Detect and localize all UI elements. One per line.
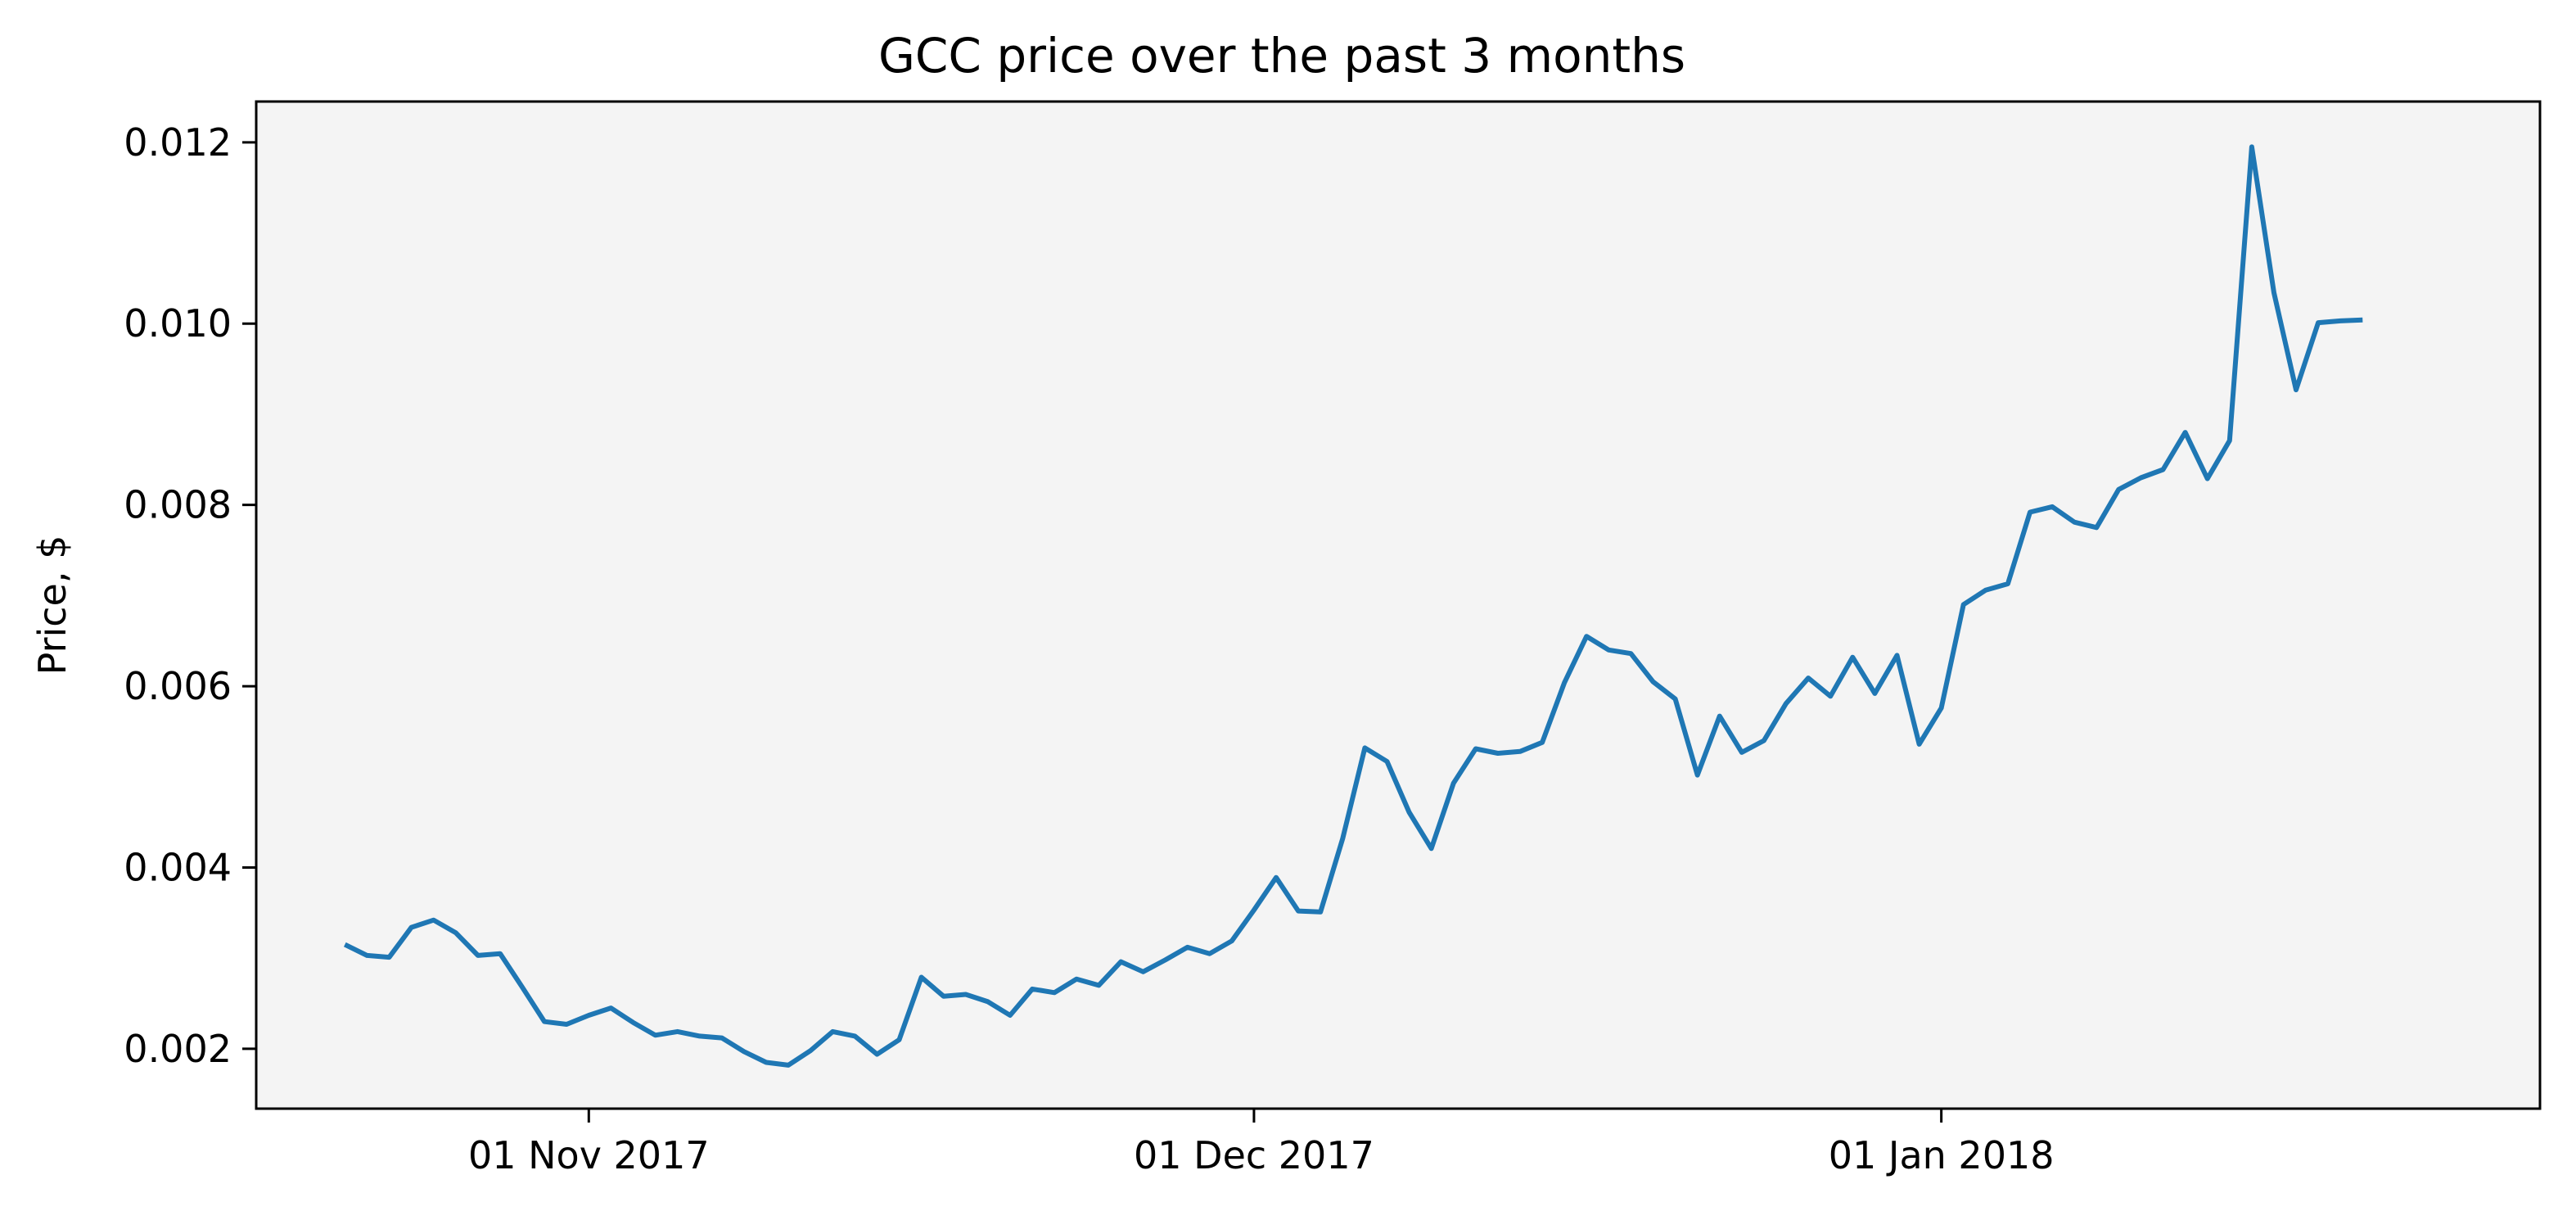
y-tick-label: 0.008 xyxy=(124,483,232,527)
x-tick-label: 01 Dec 2017 xyxy=(1134,1133,1374,1177)
y-tick-label: 0.010 xyxy=(124,301,232,346)
y-tick-label: 0.004 xyxy=(124,846,232,890)
y-tick-label: 0.006 xyxy=(124,664,232,708)
x-axis: 01 Nov 2017 01 Dec 2017 01 Jan 2018 xyxy=(468,1109,2055,1177)
plot-frame xyxy=(255,100,2542,1110)
chart-title: GCC price over the past 3 months xyxy=(878,28,1685,84)
y-axis: 0.002 0.004 0.006 0.008 0.010 0.012 xyxy=(124,120,256,1071)
series-line-0 xyxy=(343,144,2363,1068)
x-tick-label: 01 Nov 2017 xyxy=(468,1133,710,1177)
y-tick-label: 0.012 xyxy=(124,120,232,165)
x-tick-label: 01 Jan 2018 xyxy=(1829,1133,2055,1177)
plot-area xyxy=(256,102,2540,1109)
y-axis-label: Price, $ xyxy=(30,535,74,676)
series-layer xyxy=(343,144,2363,1068)
y-tick-label: 0.002 xyxy=(124,1027,232,1071)
